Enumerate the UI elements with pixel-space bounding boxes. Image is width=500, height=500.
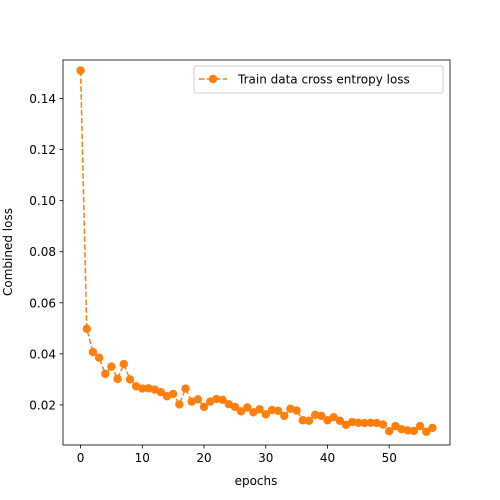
x-tick-label: 20 — [196, 451, 211, 465]
data-point — [335, 416, 345, 425]
data-point — [354, 418, 363, 427]
x-tick-label: 0 — [77, 451, 85, 465]
data-point — [236, 407, 246, 416]
legend: Train data cross entropy loss — [193, 65, 444, 94]
data-point — [261, 410, 270, 419]
y-tick-label: 0.14 — [29, 92, 56, 106]
data-point — [329, 412, 338, 422]
data-point — [138, 384, 147, 393]
data-point — [310, 410, 320, 420]
data-point — [304, 416, 314, 425]
data-point — [101, 369, 110, 378]
data-point — [409, 426, 419, 436]
data-point — [360, 418, 369, 428]
legend-marker-sample — [208, 74, 218, 84]
data-point — [267, 405, 277, 415]
data-point — [280, 411, 289, 421]
data-point — [385, 427, 394, 436]
data-point — [292, 406, 301, 415]
data-point — [107, 362, 116, 371]
data-point — [273, 406, 283, 415]
x-axis-label: epochs — [235, 474, 278, 488]
x-tick-label: 40 — [320, 451, 335, 465]
data-point — [255, 405, 264, 414]
data-point — [212, 394, 221, 404]
y-tick-label: 0.02 — [29, 398, 56, 412]
x-tick-label: 30 — [258, 451, 273, 465]
data-point — [181, 384, 190, 393]
data-point — [125, 375, 135, 384]
data-point — [193, 395, 203, 404]
data-point — [199, 402, 209, 412]
data-point — [347, 417, 357, 427]
data-point — [76, 66, 85, 75]
data-point — [298, 416, 307, 425]
data-point — [428, 423, 437, 433]
data-point — [378, 420, 388, 429]
data-point — [230, 402, 240, 412]
data-point — [366, 418, 375, 427]
axes-frame — [62, 59, 451, 446]
data-point — [119, 359, 128, 369]
data-point — [156, 387, 166, 397]
x-tick-label: 50 — [382, 451, 397, 465]
x-tick-label: 10 — [135, 451, 150, 465]
data-point — [243, 403, 252, 412]
y-tick-label: 0.12 — [29, 143, 56, 157]
data-point — [94, 353, 104, 362]
data-point — [113, 374, 122, 384]
axes-layer: 0 10 20 30 40 50 0.02 0.04 0.06 0.08 0.10 0.12 0.14 — [29, 59, 451, 465]
data-point — [422, 427, 431, 436]
data-point — [88, 347, 98, 357]
data-point — [415, 421, 425, 431]
legend-entry-label: Train data cross entropy loss — [237, 73, 410, 87]
y-axis-label: Combined loss — [1, 208, 15, 296]
y-tick-label: 0.04 — [29, 347, 56, 361]
y-tick-label: 0.10 — [29, 194, 56, 208]
legend-frame — [193, 65, 444, 94]
data-point — [218, 395, 227, 405]
plot-layer — [76, 66, 437, 436]
y-tick-label: 0.06 — [29, 296, 56, 310]
data-point — [168, 389, 178, 399]
data-point — [82, 324, 91, 334]
data-point — [317, 411, 326, 421]
y-tick-label: 0.08 — [29, 245, 56, 259]
data-point — [175, 400, 184, 409]
data-point — [403, 426, 412, 435]
